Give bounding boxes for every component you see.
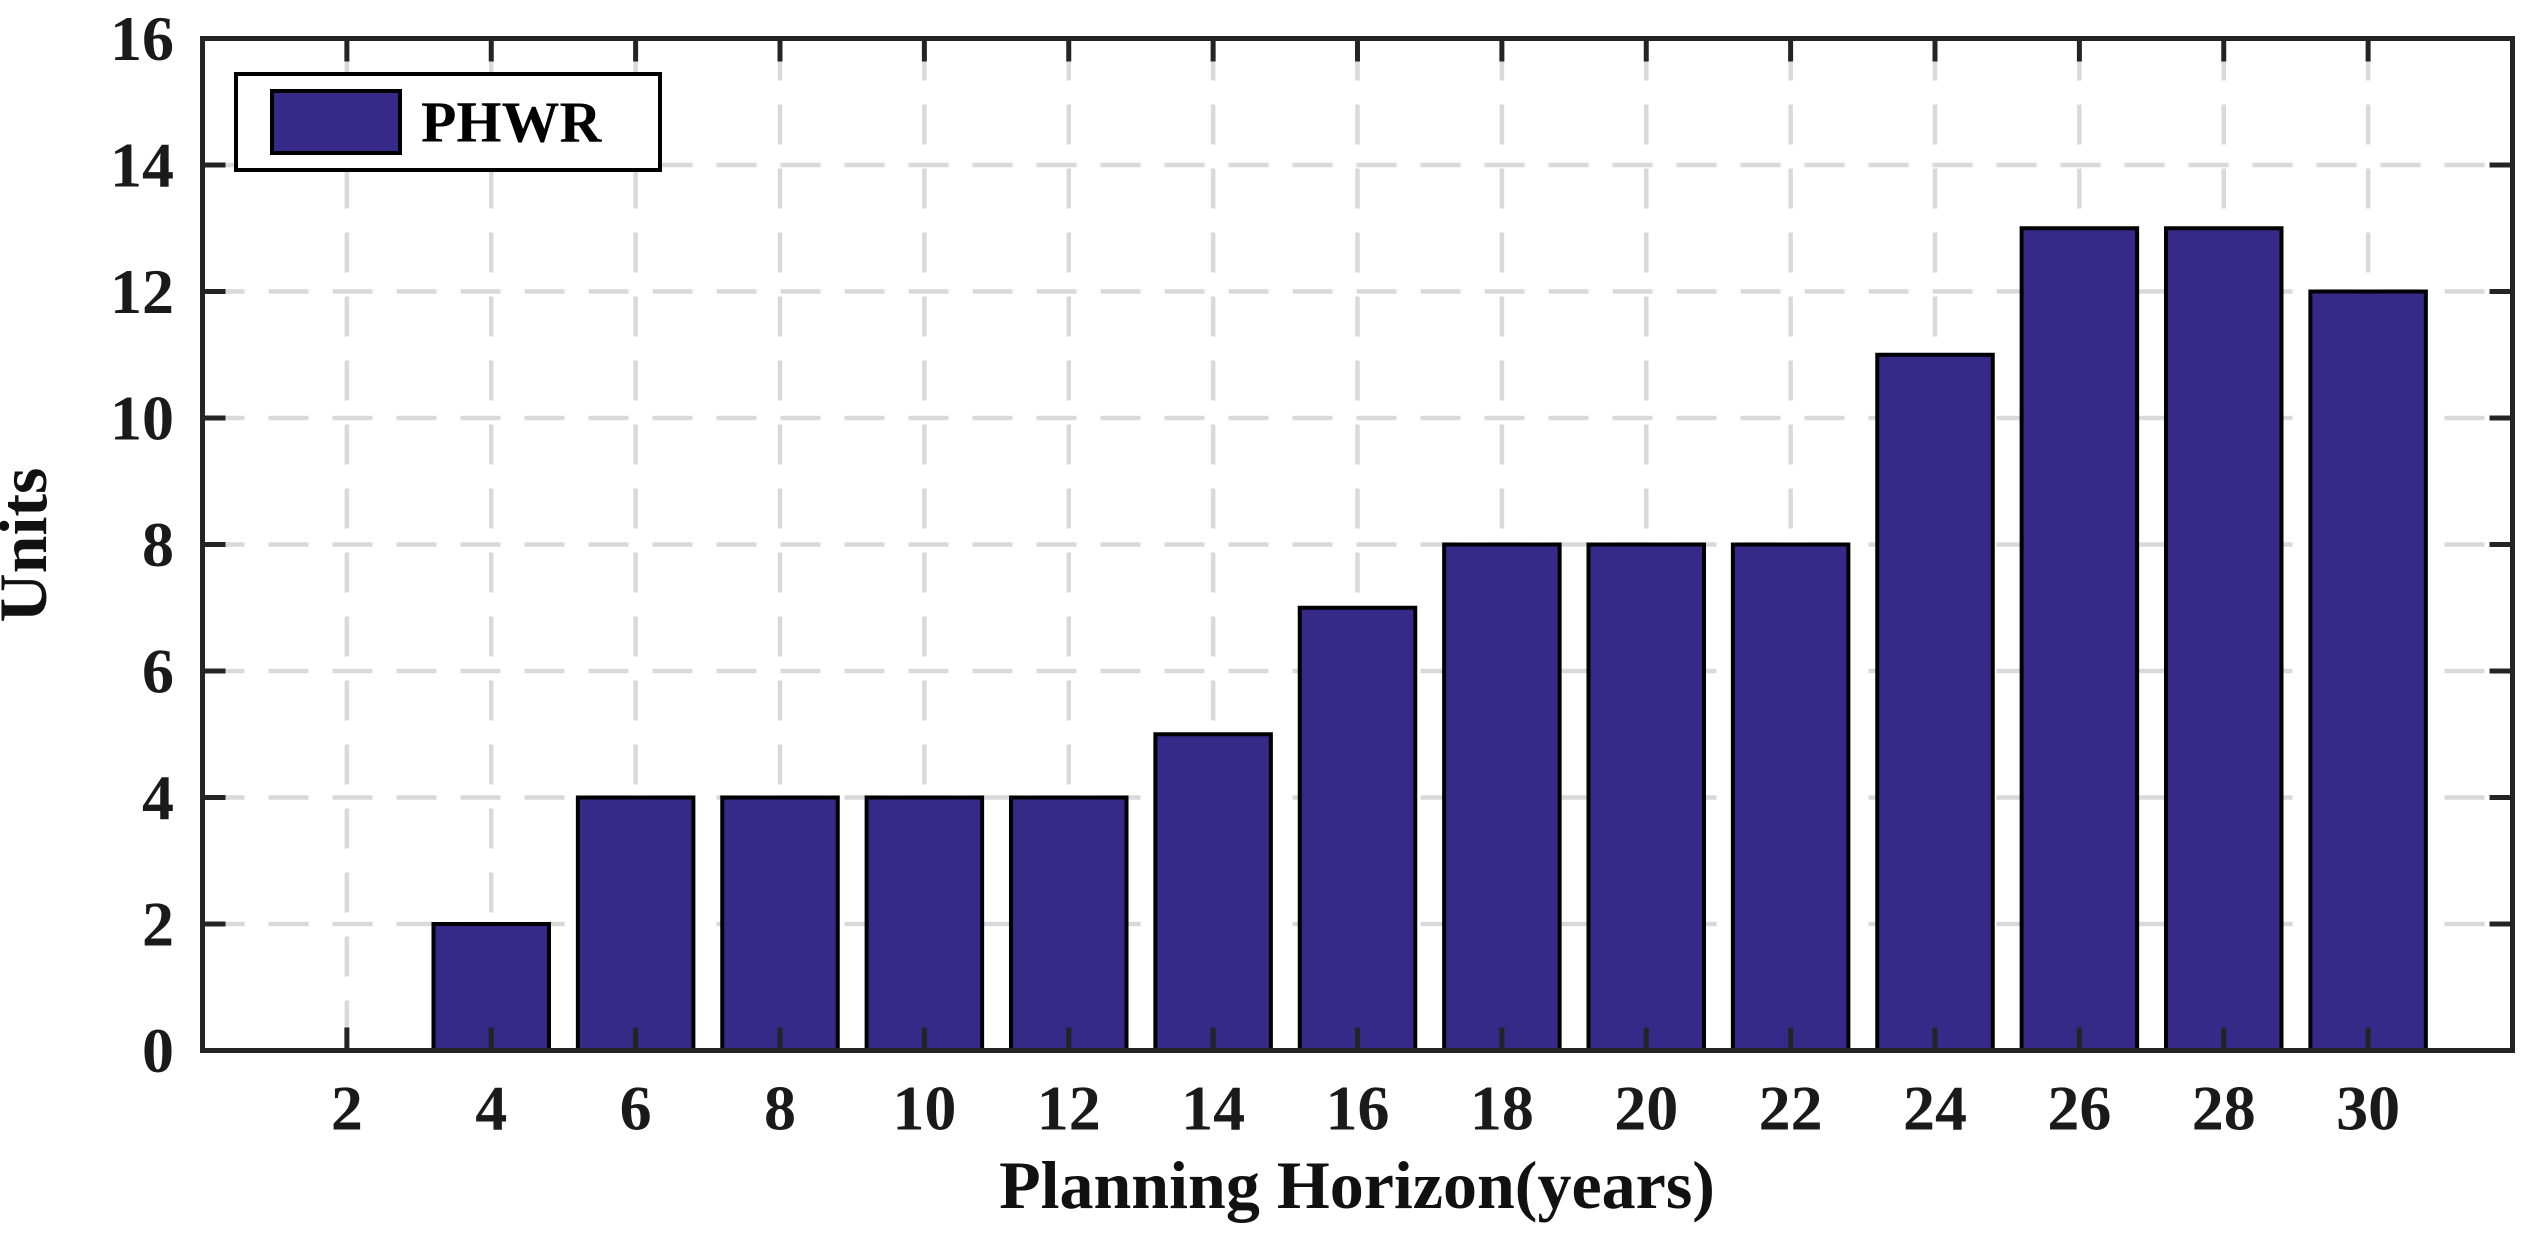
y-tick-label: 10: [110, 383, 174, 454]
y-tick-label: 4: [142, 762, 174, 833]
bar-x24: [1875, 352, 1995, 1053]
x-tick-label: 20: [1614, 1073, 1678, 1144]
x-axis-label: Planning Horizon(years): [999, 1147, 1715, 1223]
y-tick-label: 12: [110, 256, 174, 327]
y-tick-label: 8: [142, 509, 174, 580]
bar-x20: [1586, 542, 1706, 1053]
x-tick-label: 24: [1903, 1073, 1967, 1144]
x-tick-label: 28: [2192, 1073, 2256, 1144]
x-tick-label: 22: [1759, 1073, 1823, 1144]
bar-x26: [2019, 226, 2140, 1053]
bars: [431, 226, 2428, 1053]
bar-x14: [1153, 732, 1273, 1053]
x-tick-labels: 2 4 6 8 10 12 14 16 18 20 22 24 26 28 30: [331, 1073, 2400, 1144]
bar-x28: [2164, 226, 2284, 1053]
x-tick-label: 30: [2336, 1073, 2400, 1144]
x-tick-label: 18: [1470, 1073, 1534, 1144]
x-tick-label: 26: [2047, 1073, 2111, 1144]
y-tick-label: 2: [142, 889, 174, 960]
bar-x22: [1730, 542, 1851, 1053]
y-axis-label: Units: [0, 468, 61, 623]
legend-swatch: [270, 89, 402, 155]
x-tick-label: 12: [1037, 1073, 1101, 1144]
x-tick-label: 6: [620, 1073, 652, 1144]
bar-x6: [575, 795, 696, 1053]
y-tick-label: 0: [142, 1015, 174, 1086]
bar-x30: [2308, 289, 2428, 1053]
bar-x18: [1442, 542, 1562, 1053]
x-tick-label: 4: [475, 1073, 507, 1144]
y-tick-labels: 0 2 4 6 8 10 12 14 16: [110, 3, 174, 1086]
x-tick-label: 2: [331, 1073, 363, 1144]
legend-label: PHWR: [421, 90, 603, 155]
axis-ticks: [202, 36, 2513, 1053]
legend: PHWR: [234, 72, 662, 172]
y-tick-label: 14: [110, 130, 174, 201]
x-tick-label: 10: [892, 1073, 956, 1144]
y-tick-label: 6: [142, 636, 174, 707]
x-tick-label: 14: [1181, 1073, 1245, 1144]
x-tick-label: 8: [764, 1073, 796, 1144]
y-tick-label: 16: [110, 3, 174, 74]
bar-x8: [720, 795, 840, 1053]
bar-x12: [1009, 795, 1129, 1053]
x-tick-label: 16: [1326, 1073, 1390, 1144]
bar-x16: [1297, 605, 1418, 1053]
bar-x10: [864, 795, 985, 1053]
